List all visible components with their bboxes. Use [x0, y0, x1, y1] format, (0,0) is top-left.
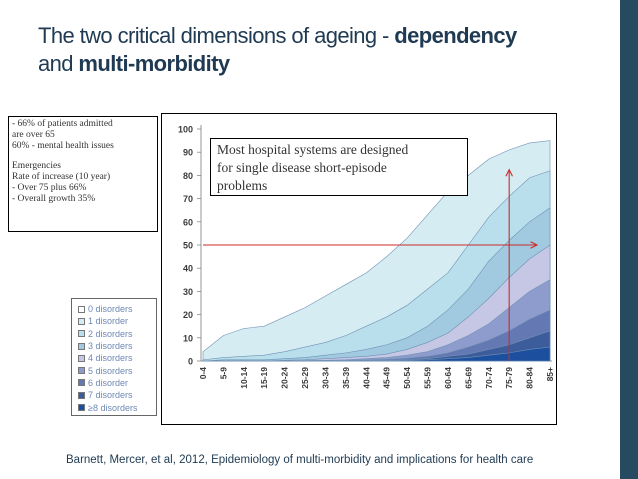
- note-line: are over 65: [12, 130, 55, 140]
- legend-item: 5 disorders: [78, 364, 156, 376]
- y-tick-label: 60: [183, 217, 193, 227]
- chart-legend: 0 disorders 1 disorder 2 disorders 3 disord…: [71, 298, 157, 416]
- note-line: - 66% of patients admitted: [12, 119, 113, 129]
- legend-label: 2 disorders: [88, 328, 133, 339]
- legend-label: ≥8 disorders: [88, 402, 138, 413]
- area-series--8-disorders: [203, 346, 551, 362]
- note-line: Rate of increase (10 year): [12, 172, 111, 182]
- x-tick-label: 15-19: [259, 367, 269, 389]
- right-decorative-band: [620, 0, 638, 479]
- y-tick-label: 40: [183, 264, 193, 274]
- x-tick-label: 5-9: [218, 367, 228, 380]
- legend-label: 6 disorder: [88, 377, 129, 388]
- title-keyword-multimorbidity: multi-morbidity: [78, 51, 230, 76]
- legend-swatch: [78, 330, 85, 338]
- legend-swatch: [78, 317, 85, 325]
- legend-item: 2 disorders: [78, 328, 156, 340]
- x-tick-label: 75-79: [504, 367, 514, 389]
- x-tick-label: 0-4: [198, 367, 208, 380]
- statistics-note-box: - 66% of patients admitted are over 65 6…: [8, 116, 158, 232]
- y-tick-label: 50: [183, 241, 193, 251]
- x-tick-label: 85+: [545, 367, 555, 381]
- note-line: 60% - mental health issues: [12, 141, 114, 151]
- x-tick-label: 10-14: [239, 367, 249, 389]
- legend-label: 0 disorders: [88, 304, 133, 315]
- legend-swatch: [78, 354, 85, 362]
- x-tick-label: 20-24: [280, 367, 290, 389]
- y-tick-label: 0: [188, 357, 193, 367]
- y-tick-label: 90: [183, 148, 193, 158]
- x-tick-label: 55-59: [423, 367, 433, 389]
- x-tick-label: 25-29: [300, 367, 310, 389]
- title-keyword-dependency: dependency: [394, 23, 517, 48]
- title-text-2: and: [38, 51, 79, 76]
- legend-item: 6 disorder: [78, 377, 156, 389]
- legend-swatch: [78, 305, 85, 313]
- note-line: - Overall growth 35%: [12, 194, 96, 204]
- callout-line-1: Most hospital systems are designed: [217, 142, 409, 157]
- legend-label: 1 disorder: [88, 316, 129, 327]
- legend-swatch: [78, 367, 85, 375]
- legend-swatch: [78, 342, 85, 350]
- y-tick-label: 30: [183, 287, 193, 297]
- x-tick-label: 80-84: [525, 367, 535, 389]
- legend-swatch: [78, 404, 85, 412]
- legend-label: 5 disorders: [88, 365, 133, 376]
- x-tick-label: 45-49: [382, 367, 392, 389]
- legend-item: 4 disorders: [78, 352, 156, 364]
- x-tick-label: 35-39: [341, 367, 351, 389]
- legend-item: 3 disorders: [78, 340, 156, 352]
- x-tick-label: 30-34: [320, 367, 330, 389]
- x-tick-label: 60-64: [443, 367, 453, 389]
- y-tick-label: 80: [183, 171, 193, 181]
- legend-swatch: [78, 391, 85, 399]
- x-tick-label: 50-54: [402, 367, 412, 389]
- x-tick-label: 65-69: [463, 367, 473, 389]
- slide-title: The two critical dimensions of ageing - …: [38, 22, 598, 78]
- note-line: - Over 75 plus 66%: [12, 183, 87, 193]
- legend-item: 0 disorders: [78, 303, 156, 315]
- legend-label: 4 disorders: [88, 353, 133, 364]
- legend-item: 7 disorders: [78, 389, 156, 401]
- x-tick-label: 40-44: [361, 367, 371, 389]
- note-line: Emergencies: [12, 161, 61, 171]
- y-tick-label: 20: [183, 310, 193, 320]
- x-tick-label: 70-74: [484, 367, 494, 389]
- hospital-systems-callout: Most hospital systems are designed for s…: [210, 138, 468, 196]
- legend-swatch: [78, 379, 85, 387]
- note-spacer: [12, 152, 154, 161]
- legend-label: 3 disorders: [88, 341, 133, 352]
- legend-item: ≥8 disorders: [78, 401, 156, 413]
- callout-line-2: for single disease short-episode: [217, 160, 387, 175]
- y-tick-label: 70: [183, 194, 193, 204]
- legend-item: 1 disorder: [78, 315, 156, 327]
- title-text-1: The two critical dimensions of ageing -: [38, 23, 395, 48]
- citation: Barnett, Mercer, et al, 2012, Epidemiolo…: [66, 454, 534, 466]
- y-tick-label: 10: [183, 333, 193, 343]
- callout-line-3: problems: [217, 178, 268, 193]
- legend-label: 7 disorders: [88, 390, 133, 401]
- y-tick-label: 100: [178, 125, 193, 135]
